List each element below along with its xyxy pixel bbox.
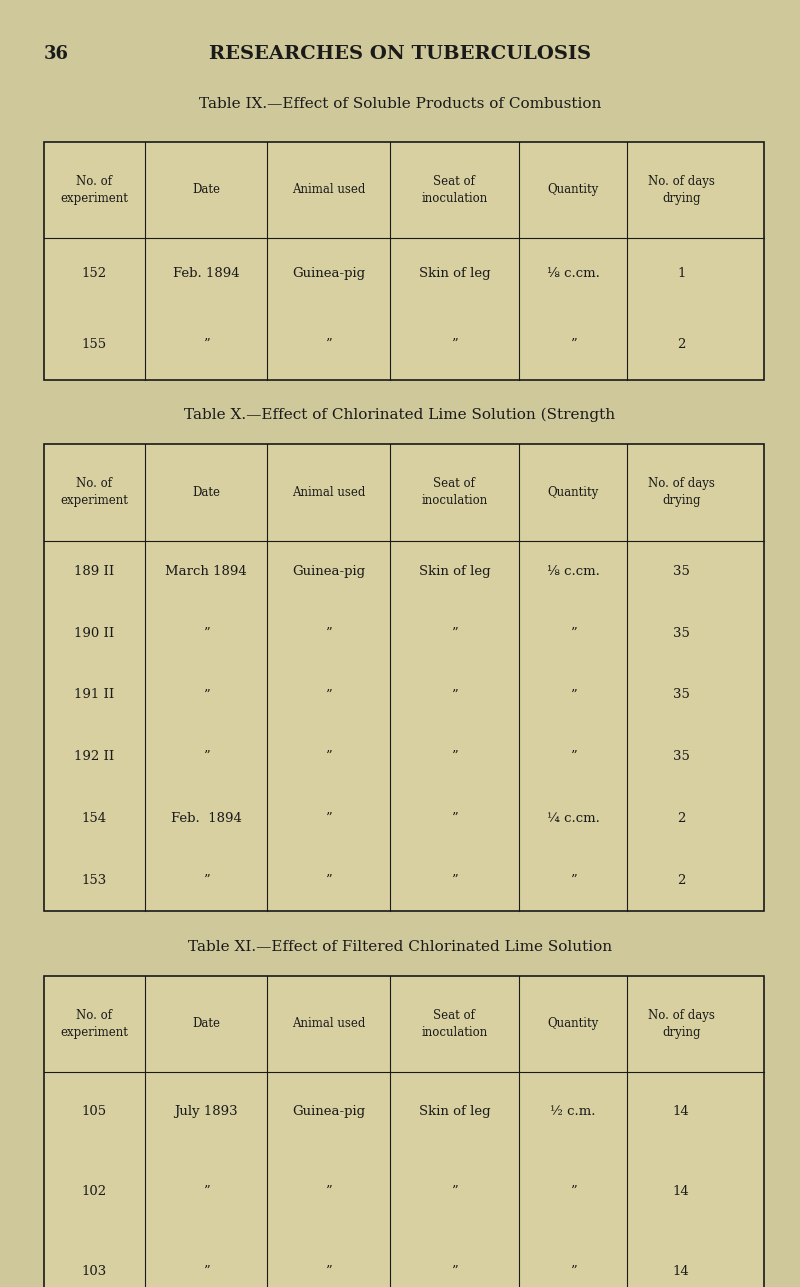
- Text: ”: ”: [451, 874, 458, 887]
- Text: No. of
experiment: No. of experiment: [61, 175, 128, 205]
- Text: ”: ”: [325, 1265, 332, 1278]
- Text: 35: 35: [673, 750, 690, 763]
- Text: ”: ”: [570, 874, 577, 887]
- Text: ”: ”: [325, 750, 332, 763]
- Text: 14: 14: [673, 1106, 690, 1118]
- Text: 105: 105: [82, 1106, 107, 1118]
- Text: ”: ”: [202, 337, 210, 351]
- Text: Skin of leg: Skin of leg: [418, 1106, 490, 1118]
- Text: Feb.  1894: Feb. 1894: [170, 812, 242, 825]
- Text: ”: ”: [202, 1265, 210, 1278]
- Text: Animal used: Animal used: [292, 1017, 365, 1031]
- Text: 2: 2: [677, 337, 686, 351]
- Text: RESEARCHES ON TUBERCULOSIS: RESEARCHES ON TUBERCULOSIS: [209, 45, 591, 63]
- Text: ”: ”: [451, 1265, 458, 1278]
- Text: 36: 36: [44, 45, 69, 63]
- Text: ”: ”: [202, 874, 210, 887]
- Text: No. of days
drying: No. of days drying: [648, 1009, 714, 1039]
- Text: Animal used: Animal used: [292, 485, 365, 499]
- Bar: [44, 444, 764, 911]
- Text: 102: 102: [82, 1185, 107, 1198]
- Text: Seat of
inoculation: Seat of inoculation: [422, 175, 487, 205]
- Text: Quantity: Quantity: [547, 485, 599, 499]
- Text: ”: ”: [202, 1185, 210, 1198]
- Text: ”: ”: [325, 627, 332, 640]
- Text: 2: 2: [677, 812, 686, 825]
- Text: ”: ”: [202, 689, 210, 701]
- Text: 190 II: 190 II: [74, 627, 114, 640]
- Text: ¼ c.cm.: ¼ c.cm.: [546, 812, 600, 825]
- Text: Date: Date: [192, 485, 220, 499]
- Text: March 1894: March 1894: [165, 565, 247, 578]
- Text: Date: Date: [192, 1017, 220, 1031]
- Text: 35: 35: [673, 565, 690, 578]
- Text: 35: 35: [673, 627, 690, 640]
- Text: 154: 154: [82, 812, 107, 825]
- Text: ”: ”: [202, 627, 210, 640]
- Text: ”: ”: [451, 337, 458, 351]
- Text: ”: ”: [325, 689, 332, 701]
- Text: Guinea-pig: Guinea-pig: [292, 565, 365, 578]
- Text: Quantity: Quantity: [547, 183, 599, 197]
- Text: Table X.—Effect of Chlorinated Lime Solution (Strength: Table X.—Effect of Chlorinated Lime Solu…: [185, 408, 615, 422]
- Text: No. of days
drying: No. of days drying: [648, 175, 714, 205]
- Text: 14: 14: [673, 1185, 690, 1198]
- Text: 35: 35: [673, 689, 690, 701]
- Text: 192 II: 192 II: [74, 750, 114, 763]
- Text: ”: ”: [325, 812, 332, 825]
- Text: ½ c.m.: ½ c.m.: [550, 1106, 596, 1118]
- Text: Feb. 1894: Feb. 1894: [173, 266, 239, 281]
- Text: 14: 14: [673, 1265, 690, 1278]
- Text: Quantity: Quantity: [547, 1017, 599, 1031]
- Text: ”: ”: [570, 627, 577, 640]
- Text: ”: ”: [325, 874, 332, 887]
- Text: 155: 155: [82, 337, 107, 351]
- Text: Table IX.—Effect of Soluble Products of Combustion: Table IX.—Effect of Soluble Products of …: [199, 97, 601, 111]
- Text: ”: ”: [570, 337, 577, 351]
- Text: ”: ”: [451, 689, 458, 701]
- Text: Table XI.—Effect of Filtered Chlorinated Lime Solution: Table XI.—Effect of Filtered Chlorinated…: [188, 940, 612, 954]
- Text: Skin of leg: Skin of leg: [418, 266, 490, 281]
- Text: ”: ”: [202, 750, 210, 763]
- Text: 1: 1: [677, 266, 686, 281]
- Text: No. of
experiment: No. of experiment: [61, 1009, 128, 1039]
- Bar: [44, 976, 764, 1287]
- Text: Seat of
inoculation: Seat of inoculation: [422, 477, 487, 507]
- Text: ”: ”: [570, 1185, 577, 1198]
- Text: 189 II: 189 II: [74, 565, 114, 578]
- Text: 191 II: 191 II: [74, 689, 114, 701]
- Text: ”: ”: [570, 750, 577, 763]
- Text: Date: Date: [192, 183, 220, 197]
- Bar: [44, 142, 764, 380]
- Text: ”: ”: [451, 1185, 458, 1198]
- Text: July 1893: July 1893: [174, 1106, 238, 1118]
- Text: Guinea-pig: Guinea-pig: [292, 266, 365, 281]
- Text: ”: ”: [325, 1185, 332, 1198]
- Text: ”: ”: [451, 812, 458, 825]
- Text: 153: 153: [82, 874, 107, 887]
- Text: Skin of leg: Skin of leg: [418, 565, 490, 578]
- Text: Guinea-pig: Guinea-pig: [292, 1106, 365, 1118]
- Text: 152: 152: [82, 266, 107, 281]
- Text: No. of
experiment: No. of experiment: [61, 477, 128, 507]
- Text: ”: ”: [451, 750, 458, 763]
- Text: ⅛ c.cm.: ⅛ c.cm.: [546, 565, 600, 578]
- Text: ”: ”: [570, 1265, 577, 1278]
- Text: 103: 103: [82, 1265, 107, 1278]
- Text: Animal used: Animal used: [292, 183, 365, 197]
- Text: ”: ”: [325, 337, 332, 351]
- Text: Seat of
inoculation: Seat of inoculation: [422, 1009, 487, 1039]
- Text: ⅛ c.cm.: ⅛ c.cm.: [546, 266, 600, 281]
- Text: 2: 2: [677, 874, 686, 887]
- Text: ”: ”: [451, 627, 458, 640]
- Text: ”: ”: [570, 689, 577, 701]
- Text: No. of days
drying: No. of days drying: [648, 477, 714, 507]
